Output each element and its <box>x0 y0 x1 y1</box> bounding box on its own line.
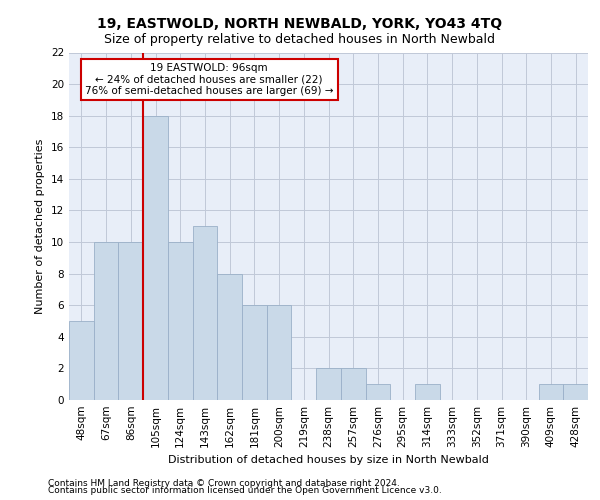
Bar <box>341 368 365 400</box>
Bar <box>267 305 292 400</box>
Bar <box>69 321 94 400</box>
Text: Contains HM Land Registry data © Crown copyright and database right 2024.: Contains HM Land Registry data © Crown c… <box>48 478 400 488</box>
Bar <box>415 384 440 400</box>
Y-axis label: Number of detached properties: Number of detached properties <box>35 138 46 314</box>
Bar <box>193 226 217 400</box>
Bar <box>242 305 267 400</box>
Bar <box>143 116 168 400</box>
X-axis label: Distribution of detached houses by size in North Newbald: Distribution of detached houses by size … <box>168 456 489 466</box>
Bar <box>316 368 341 400</box>
Bar <box>217 274 242 400</box>
Text: Contains public sector information licensed under the Open Government Licence v3: Contains public sector information licen… <box>48 486 442 495</box>
Text: 19 EASTWOLD: 96sqm
← 24% of detached houses are smaller (22)
76% of semi-detache: 19 EASTWOLD: 96sqm ← 24% of detached hou… <box>85 63 334 96</box>
Bar <box>539 384 563 400</box>
Bar <box>118 242 143 400</box>
Bar <box>365 384 390 400</box>
Bar <box>563 384 588 400</box>
Bar <box>168 242 193 400</box>
Bar <box>94 242 118 400</box>
Text: Size of property relative to detached houses in North Newbald: Size of property relative to detached ho… <box>104 32 496 46</box>
Text: 19, EASTWOLD, NORTH NEWBALD, YORK, YO43 4TQ: 19, EASTWOLD, NORTH NEWBALD, YORK, YO43 … <box>97 18 503 32</box>
